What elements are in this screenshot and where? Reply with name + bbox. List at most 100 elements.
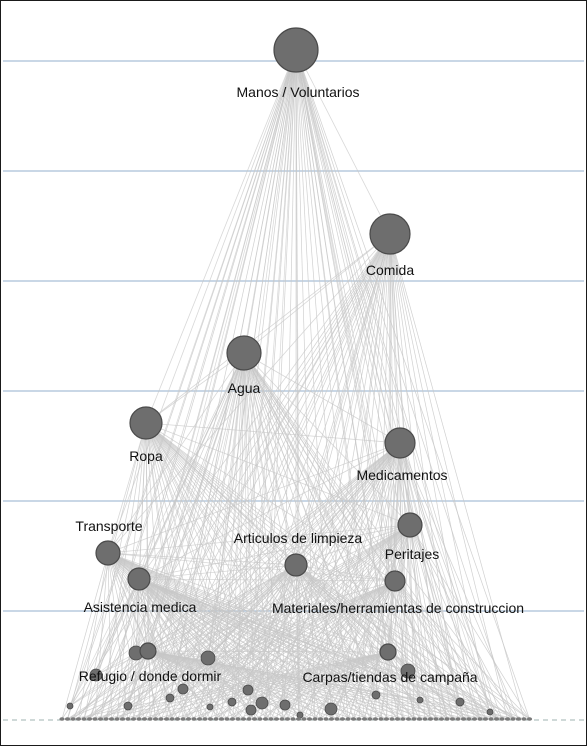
bottom-node-25 xyxy=(196,717,203,721)
bottom-node-61 xyxy=(394,717,401,721)
edge-472 xyxy=(330,524,411,710)
bottom-node-40 xyxy=(279,717,285,721)
bottom-node-5 xyxy=(86,717,93,721)
edge-527 xyxy=(138,578,491,713)
edge-107 xyxy=(145,422,415,720)
edge-431 xyxy=(182,580,396,690)
edge-228 xyxy=(409,524,514,720)
edge-409 xyxy=(135,49,297,654)
edge-476 xyxy=(243,352,409,672)
bottom-node-28 xyxy=(213,717,219,721)
bottom-node-12 xyxy=(125,717,131,721)
edge-176 xyxy=(133,564,297,720)
bottom-node-56 xyxy=(367,717,373,721)
bottom-node-20 xyxy=(169,717,175,721)
edge-284 xyxy=(394,580,497,720)
bottom-node-59 xyxy=(383,717,390,721)
edge-434 xyxy=(169,352,245,699)
edge-445 xyxy=(261,49,297,704)
bottom-node-47 xyxy=(317,717,324,721)
bottom-node-58 xyxy=(378,717,384,721)
bottom-node-27 xyxy=(207,717,214,721)
edge-477 xyxy=(399,442,409,672)
small-nodes xyxy=(59,645,533,721)
bottom-node-7 xyxy=(97,717,104,721)
bottom-node-17 xyxy=(152,717,159,721)
edge-441 xyxy=(247,442,401,691)
node-limpieza xyxy=(284,553,308,577)
edges xyxy=(61,49,530,720)
bottom-node-24 xyxy=(191,717,197,721)
label-peritajes: Peritajes xyxy=(385,546,439,562)
edge-519 xyxy=(399,442,421,701)
small-node-6 xyxy=(255,696,269,710)
bottom-node-41 xyxy=(284,717,291,721)
edge-500 xyxy=(69,352,245,707)
edge-457 xyxy=(231,49,297,703)
edge-460 xyxy=(231,564,297,703)
edge-493 xyxy=(127,49,297,707)
small-node-10 xyxy=(324,702,338,716)
edge-474 xyxy=(330,651,389,710)
edge-497 xyxy=(127,578,140,707)
bottom-node-79 xyxy=(493,717,500,721)
edge-146 xyxy=(107,552,112,720)
edge-289 xyxy=(105,650,149,720)
edge-511 xyxy=(295,49,301,716)
bottom-node-15 xyxy=(141,717,148,721)
small-node-13 xyxy=(455,697,465,707)
edge-28 xyxy=(295,49,530,720)
small-node-5 xyxy=(242,684,254,696)
bottom-node-75 xyxy=(471,717,478,721)
bottom-node-13 xyxy=(130,717,137,721)
edge-499 xyxy=(69,49,297,707)
node-peritajes xyxy=(397,512,423,538)
edge-148 xyxy=(107,552,145,720)
edge-381 xyxy=(107,442,401,554)
label-limpieza: Articulos de limpieza xyxy=(234,530,363,546)
edge-506 xyxy=(209,352,245,708)
bottom-node-78 xyxy=(488,717,494,721)
edge-306 xyxy=(147,650,387,720)
bottom-node-35 xyxy=(251,717,258,721)
edge-364 xyxy=(145,352,245,424)
edge-498 xyxy=(127,650,149,707)
edge-327 xyxy=(270,651,389,720)
small-node-1 xyxy=(200,650,216,666)
small-node-3 xyxy=(177,683,189,695)
edge-247 xyxy=(138,578,354,720)
edge-370 xyxy=(243,352,396,582)
bottom-node-16 xyxy=(147,717,153,721)
edge-464 xyxy=(145,422,286,706)
edge-489 xyxy=(399,442,461,703)
edge-368 xyxy=(243,352,411,526)
edge-336 xyxy=(387,651,420,720)
bottom-node-4 xyxy=(81,717,87,721)
edge-26 xyxy=(295,49,497,720)
edge-332 xyxy=(353,651,389,720)
edge-450 xyxy=(147,650,263,704)
edge-334 xyxy=(386,651,389,720)
edge-374 xyxy=(107,422,147,554)
edge-524 xyxy=(243,352,491,713)
bottom-node-76 xyxy=(477,717,483,721)
edge-335 xyxy=(387,651,404,720)
small-node-7 xyxy=(245,704,257,716)
edge-173 xyxy=(83,564,297,720)
bottom-node-44 xyxy=(301,717,307,721)
edge-512 xyxy=(243,352,301,716)
edge-308 xyxy=(147,650,420,720)
bottom-node-55 xyxy=(361,717,368,721)
edge-394 xyxy=(295,524,411,566)
label-materiales: Materiales/herramientas de construccion xyxy=(272,600,524,616)
small-node-19 xyxy=(486,708,494,716)
edge-287 xyxy=(72,650,149,720)
bottom-node-84 xyxy=(521,717,527,721)
edge-518 xyxy=(243,352,421,701)
edge-405 xyxy=(138,578,389,653)
edge-396 xyxy=(295,564,396,582)
bottom-node-37 xyxy=(262,717,269,721)
edge-50 xyxy=(389,233,409,720)
bottom-node-29 xyxy=(218,717,225,721)
node-agua xyxy=(226,335,262,371)
